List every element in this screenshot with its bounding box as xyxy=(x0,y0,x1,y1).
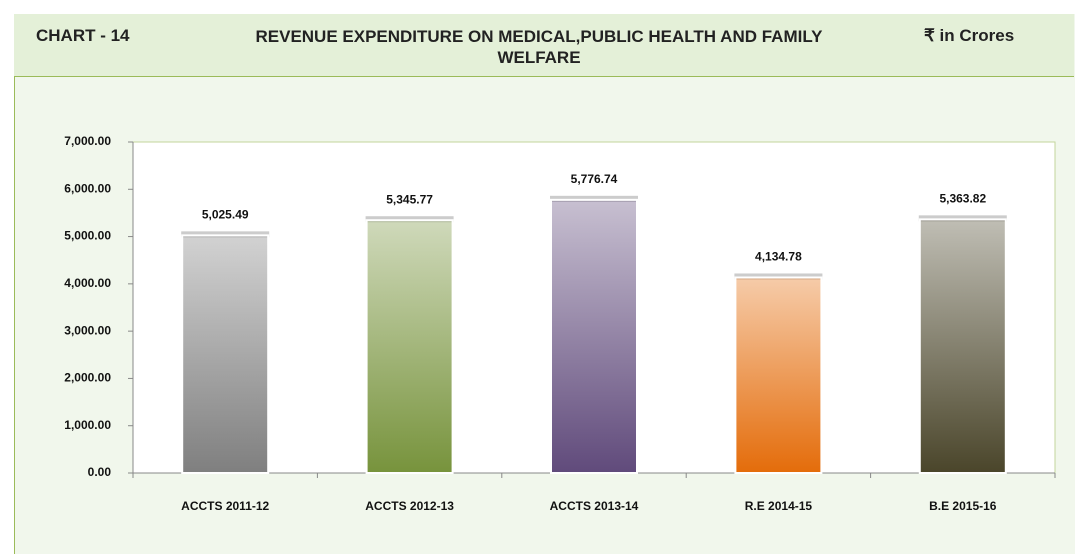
y-tick-label: 5,000.00 xyxy=(64,229,111,243)
value-label: 5,025.49 xyxy=(202,208,249,222)
y-tick-label: 2,000.00 xyxy=(64,371,111,385)
x-tick-label: B.E 2015-16 xyxy=(929,499,997,513)
y-tick-label: 1,000.00 xyxy=(64,418,111,432)
y-tick-label: 4,000.00 xyxy=(64,276,111,290)
y-tick-label: 3,000.00 xyxy=(64,323,111,337)
value-label: 5,345.77 xyxy=(386,192,433,206)
bar-shadow xyxy=(550,195,638,202)
value-label: 5,363.82 xyxy=(939,192,986,206)
bar-shadow xyxy=(734,273,823,280)
y-tick-label: 6,000.00 xyxy=(64,181,111,195)
chart-title: REVENUE EXPENDITURE ON MEDICAL,PUBLIC HE… xyxy=(255,27,823,67)
unit-label: ₹ in Crores xyxy=(924,26,1015,45)
bar xyxy=(181,234,270,474)
bar xyxy=(734,276,823,474)
header: CHART - 14 REVENUE EXPENDITURE ON MEDICA… xyxy=(14,14,1074,77)
bar xyxy=(918,218,1007,474)
x-tick-label: R.E 2014-15 xyxy=(745,499,813,513)
y-tick-label: 7,000.00 xyxy=(64,134,111,148)
x-tick-label: ACCTS 2012-13 xyxy=(365,499,454,513)
x-tick-label: ACCTS 2013-14 xyxy=(550,499,639,513)
bar xyxy=(365,219,454,474)
bar xyxy=(550,198,638,475)
chart-number: CHART - 14 xyxy=(36,26,130,45)
value-label: 5,776.74 xyxy=(571,172,618,186)
value-label: 4,134.78 xyxy=(755,250,802,264)
x-tick-label: ACCTS 2011-12 xyxy=(181,499,269,513)
y-tick-label: 0.00 xyxy=(88,465,112,479)
